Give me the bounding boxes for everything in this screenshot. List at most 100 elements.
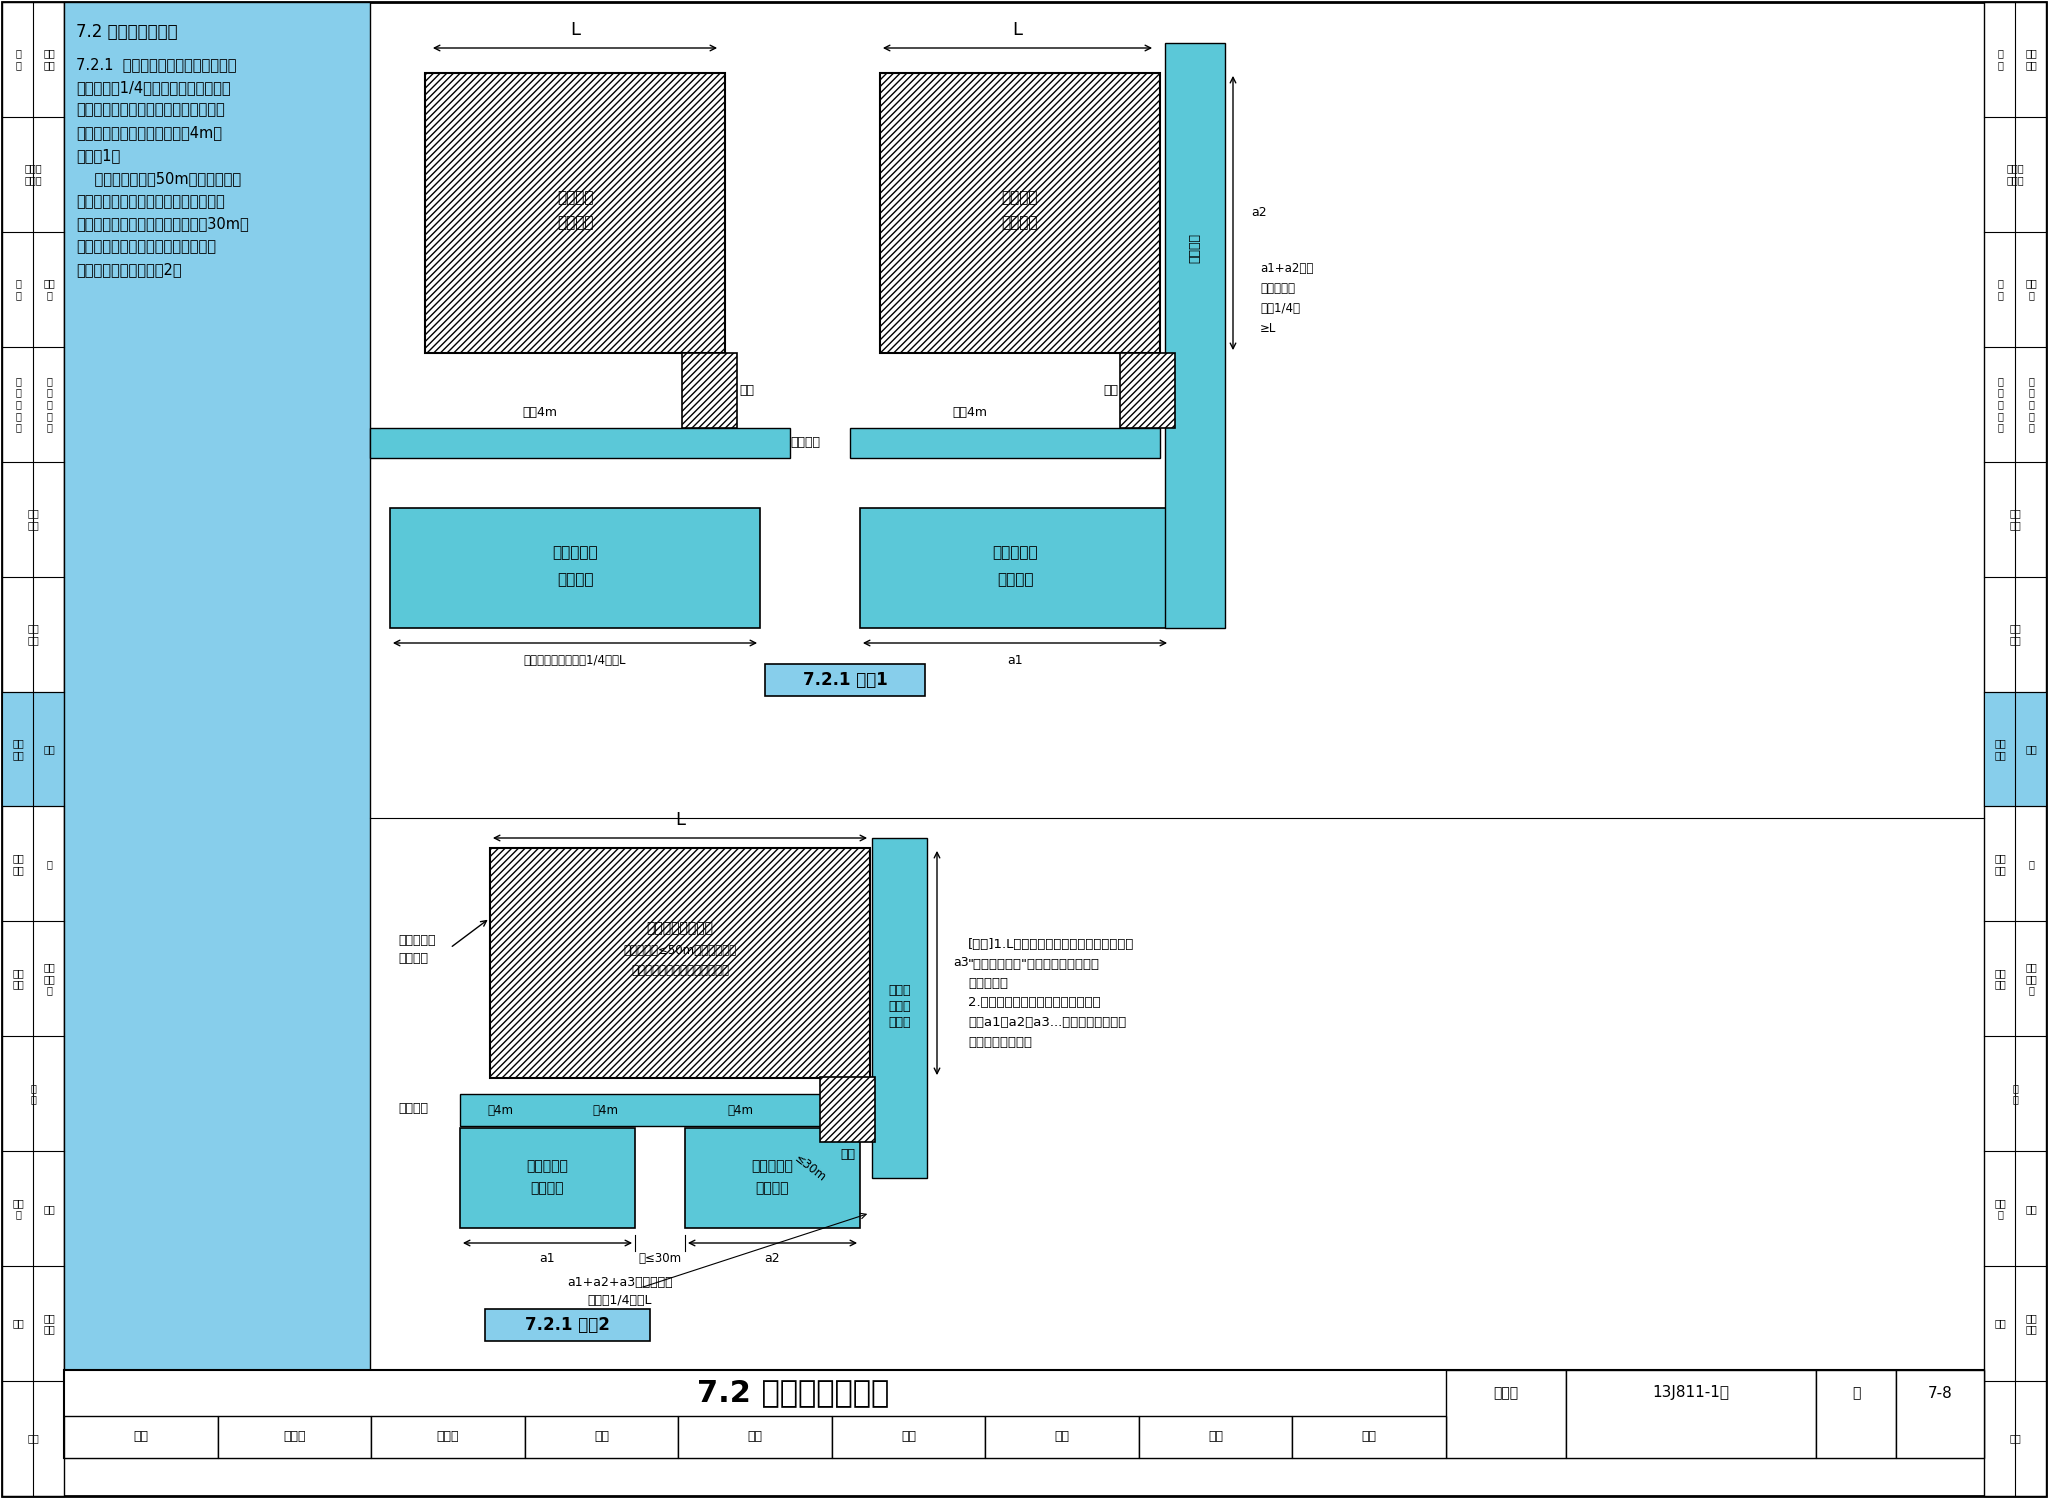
Text: 校对: 校对: [594, 1431, 608, 1444]
Text: ≥L: ≥L: [1260, 322, 1276, 334]
Text: 作场地: 作场地: [889, 1016, 911, 1029]
Text: 建筑: 建筑: [43, 1204, 55, 1213]
Text: 宜≤30m: 宜≤30m: [639, 1252, 682, 1266]
Bar: [1985, 692, 2046, 806]
Text: 附录: 附录: [2009, 1434, 2021, 1444]
Bar: [371, 428, 791, 458]
Bar: [1896, 1371, 1985, 1458]
Text: 消防
设置: 消防 设置: [1995, 854, 2005, 875]
Text: 消防
设置: 消防 设置: [12, 854, 25, 875]
Bar: [819, 1077, 874, 1141]
Text: 操作场地: 操作场地: [756, 1180, 788, 1195]
Bar: [1985, 1, 2046, 1497]
Text: a3: a3: [952, 957, 969, 969]
Text: 厂
房: 厂 房: [14, 279, 20, 300]
Text: 和空
气调
节: 和空 气调 节: [43, 962, 55, 996]
Bar: [1567, 1371, 1817, 1458]
Text: 城市: 城市: [1995, 1318, 2005, 1329]
Bar: [684, 1128, 860, 1228]
Bar: [872, 837, 928, 1177]
Bar: [371, 1416, 524, 1458]
Bar: [850, 428, 1159, 458]
Text: 等突出物: 等突出物: [397, 951, 428, 965]
Text: 消防车道: 消防车道: [1188, 232, 1202, 262]
Text: ＜4m: ＜4m: [727, 1104, 754, 1116]
Bar: [1446, 1371, 1567, 1458]
Text: 7.2.1 图示1: 7.2.1 图示1: [803, 671, 887, 689]
Bar: [461, 1128, 635, 1228]
Text: a1: a1: [1008, 655, 1022, 668]
Bar: [63, 1, 371, 1371]
Text: 高杰: 高杰: [1208, 1431, 1223, 1444]
Text: 消防车登高: 消防车登高: [526, 1159, 569, 1173]
Text: 高层建筑: 高层建筑: [557, 190, 594, 205]
Text: 厂
房: 厂 房: [1997, 279, 2003, 300]
Text: 和
防
腐
建
材: 和 防 腐 建 材: [45, 376, 51, 433]
Text: 建筑
构造: 建筑 构造: [2009, 623, 2021, 644]
Text: 和仓
库: 和仓 库: [43, 279, 55, 300]
Text: 审核: 审核: [133, 1431, 147, 1444]
Text: 附录: 附录: [27, 1434, 39, 1444]
Text: 编制
说明: 编制 说明: [43, 48, 55, 70]
Text: a1: a1: [541, 1252, 555, 1266]
Bar: [2, 1, 63, 1497]
Text: 民用
建筑: 民用 建筑: [27, 508, 39, 530]
Text: 交通
隧道: 交通 隧道: [43, 1312, 55, 1335]
Text: 民用
建筑: 民用 建筑: [2009, 508, 2021, 530]
Text: 电
气: 电 气: [31, 1083, 37, 1104]
Text: 建筑
构造: 建筑 构造: [27, 623, 39, 644]
Text: 防车登高操作场地确有困难时）: 防车登高操作场地确有困难时）: [631, 965, 729, 978]
Text: 13J811-1改: 13J811-1改: [1653, 1386, 1729, 1401]
Text: a1+a2应＞: a1+a2应＞: [1260, 262, 1313, 274]
Bar: [1817, 1371, 1896, 1458]
Text: 灾火
救援: 灾火 救援: [1995, 739, 2005, 759]
Text: L: L: [569, 21, 580, 39]
Text: 和空
气调
节: 和空 气调 节: [2025, 962, 2038, 996]
Text: 7.2 救援场地和入口: 7.2 救援场地和入口: [76, 22, 178, 40]
Text: 应＞建筑周边长度的1/4且＞L: 应＞建筑周边长度的1/4且＞L: [524, 655, 627, 668]
Text: 消防车道: 消防车道: [791, 436, 819, 449]
Bar: [831, 1416, 985, 1458]
Bar: [489, 848, 870, 1079]
Text: 图集号: 图集号: [1493, 1386, 1518, 1401]
Bar: [2, 692, 63, 806]
Text: 设施: 设施: [2025, 745, 2038, 753]
Text: L: L: [676, 810, 684, 828]
Text: 目
录: 目 录: [1997, 48, 2003, 70]
Text: 度的1/4且: 度的1/4且: [1260, 301, 1300, 315]
Text: 操作场地: 操作场地: [530, 1180, 565, 1195]
Bar: [985, 1416, 1139, 1458]
Text: 茶叽明: 茶叽明: [436, 1431, 459, 1444]
Text: 消防车: 消防车: [889, 984, 911, 996]
Text: 总术符
则语号: 总术符 则语号: [25, 163, 41, 186]
Bar: [1165, 43, 1225, 628]
Bar: [524, 1416, 678, 1458]
Text: 电
气: 电 气: [2011, 1083, 2017, 1104]
Text: 和仓
库: 和仓 库: [2025, 279, 2038, 300]
Text: 木结
构: 木结 构: [1995, 1198, 2005, 1219]
Text: 甲
乙
丙
等
区: 甲 乙 丙 等 区: [1997, 376, 2003, 433]
Bar: [426, 73, 725, 354]
Text: 蔡昭昀: 蔡昭昀: [283, 1431, 305, 1444]
Text: L: L: [1012, 21, 1022, 39]
Text: 7-8: 7-8: [1927, 1386, 1952, 1401]
Text: 的: 的: [2028, 858, 2034, 869]
Bar: [461, 1094, 881, 1126]
Text: 设计: 设计: [1055, 1431, 1069, 1444]
Text: 木结
构: 木结 构: [12, 1198, 25, 1219]
Text: 裙房: 裙房: [1104, 383, 1118, 397]
Text: 裙房: 裙房: [739, 383, 754, 397]
Bar: [682, 354, 737, 428]
Text: 消防车登高: 消防车登高: [553, 545, 598, 560]
Text: 消防车登高: 消防车登高: [991, 545, 1038, 560]
Bar: [1120, 354, 1176, 428]
Text: 灾火
救援: 灾火 救援: [12, 739, 25, 759]
Text: 目
录: 目 录: [14, 48, 20, 70]
Text: 7.2.1 图示2: 7.2.1 图示2: [524, 1317, 610, 1335]
Bar: [63, 1371, 1985, 1458]
Text: 雨棚、挑檐: 雨棚、挑檐: [397, 933, 436, 947]
Bar: [389, 508, 760, 628]
Text: 设施: 设施: [43, 745, 55, 753]
Text: ＞4m: ＞4m: [592, 1104, 618, 1116]
Text: 操作场地: 操作场地: [557, 572, 594, 587]
